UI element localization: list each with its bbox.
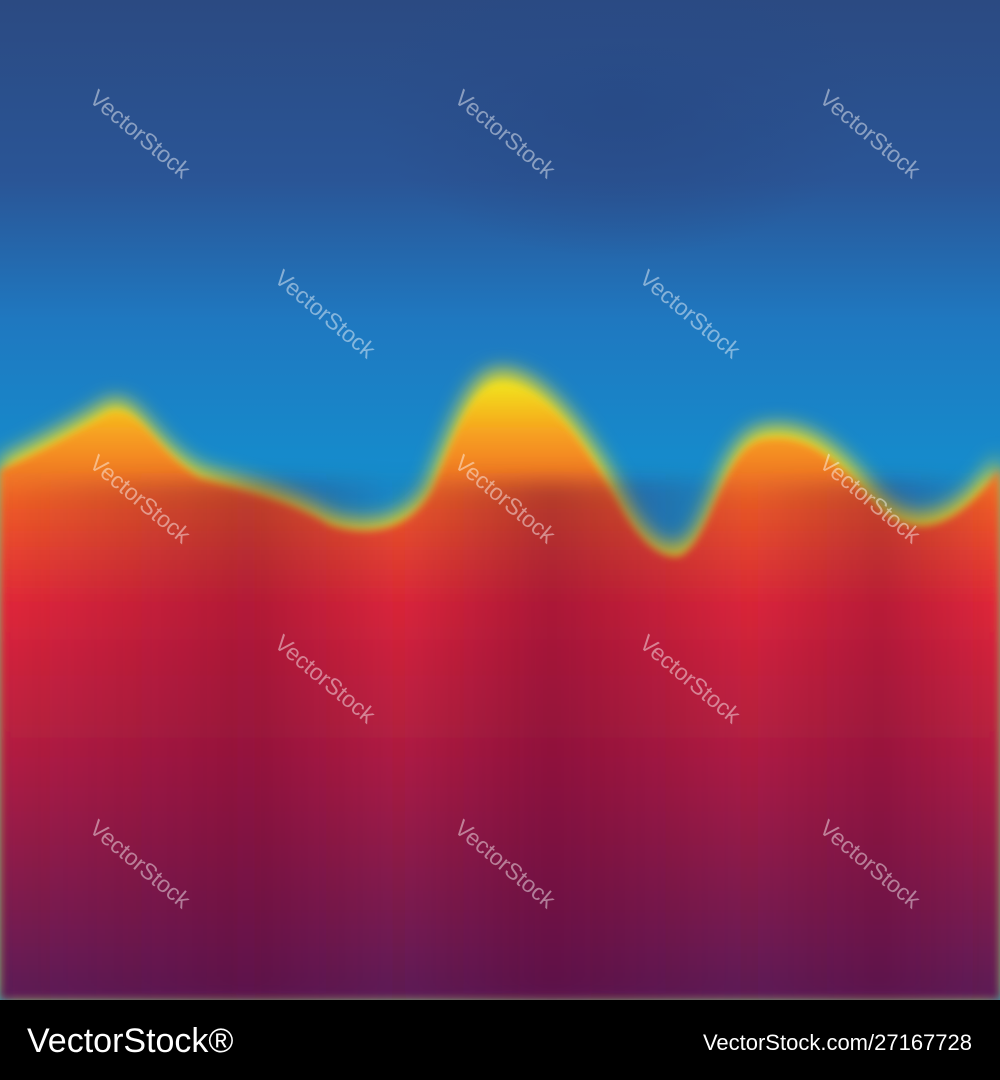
footer-link: VectorStock.com/27167728 [703,1030,972,1055]
footer-bar [0,1000,1000,1080]
shadows [0,480,1000,1000]
footer-brand: VectorStock® [27,1022,233,1060]
